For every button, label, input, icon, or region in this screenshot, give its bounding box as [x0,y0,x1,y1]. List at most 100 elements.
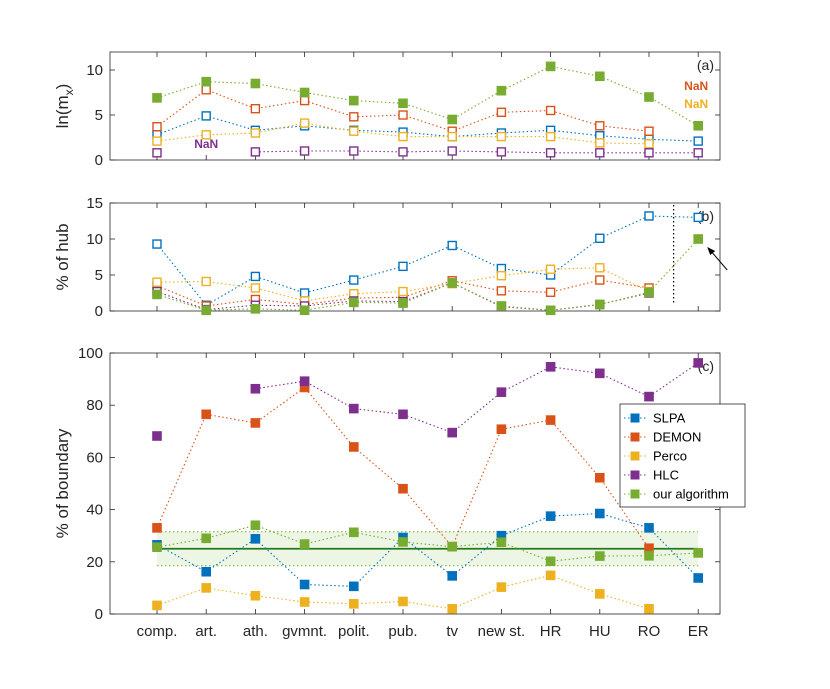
data-point [152,431,162,441]
y-axis-label: % of boundary [53,428,72,538]
data-point [250,78,261,89]
data-point [545,556,556,567]
data-point [644,523,654,533]
data-point [644,139,654,149]
data-point [496,424,507,435]
data-point [250,103,261,114]
data-point [348,581,359,592]
data-point [152,277,162,287]
data-point [693,548,704,558]
x-tick-label: RO [638,623,661,640]
x-tick-label: pub. [388,623,417,640]
data-point [250,147,261,157]
data-point [545,305,556,316]
data-point [447,571,458,581]
y-tick-label: 5 [95,107,103,124]
y-tick-label: 0 [95,606,103,623]
data-point [152,523,162,533]
y-tick-label: 80 [86,397,103,414]
x-axis-labels: comp. art. ath. gvmnt. polit. pub. tv new st. HR… [137,623,709,640]
data-point [250,383,261,394]
legend-marker [630,432,640,442]
data-point [545,61,556,72]
arrow-head [707,247,716,255]
data-point [447,603,458,614]
y-tick-label: 0 [95,303,103,320]
data-point [349,275,359,285]
legend-entry: SLPA [653,411,686,426]
data-point [595,263,605,273]
data-point [201,130,211,140]
data-point [398,409,408,420]
panel-a: 0 5 10 ln(mx) (a) NaN NaN NaN [53,51,721,169]
data-point [398,298,408,308]
series-demon [152,85,654,136]
y-tick-label: 0 [95,152,103,169]
data-point [447,131,457,142]
legend-marker [630,470,640,480]
data-point [398,110,408,120]
data-point [398,596,408,607]
data-point [594,71,605,82]
nan-annotation: NaN [684,79,708,93]
data-point [201,276,211,287]
data-point [644,126,654,136]
x-tick-label: new st. [478,623,526,640]
series-perco [152,118,654,149]
data-point [201,85,211,95]
data-point [398,98,408,109]
legend-entry: our algorithm [653,487,729,502]
data-point [545,287,556,297]
data-point [398,131,408,142]
data-point [348,403,359,414]
series-our-algorithm [152,234,704,316]
data-point [299,539,310,549]
y-tick-label: 15 [86,195,103,212]
y-axis-label: % of hub [53,223,72,290]
data-point [250,520,261,531]
data-point [299,87,310,98]
data-point [496,582,507,592]
data-point [250,534,261,544]
data-point [201,409,211,420]
data-point [496,131,507,142]
data-point [447,427,458,438]
data-point [152,542,162,552]
data-point [398,286,408,297]
data-point [348,297,359,308]
legend: SLPA DEMON Perco HLC our algorithm [619,403,746,508]
data-point [299,146,310,156]
x-tick-label: HU [589,623,611,640]
series-perco [152,570,654,614]
data-point [250,418,261,428]
data-point [545,148,556,158]
data-point [447,114,458,125]
y-axis-label: ln(mx) [53,84,76,129]
series-line [156,512,699,587]
series-slpa [152,111,703,146]
y-tick-label: 10 [86,231,103,248]
data-point [299,579,310,590]
data-point [595,148,605,158]
data-point [595,121,605,131]
data-point [496,147,507,157]
data-point [595,233,605,243]
data-point [594,551,605,561]
data-point [349,112,359,122]
data-point [693,121,704,131]
data-point [496,286,507,296]
series-line [156,238,699,311]
data-point [250,283,261,293]
data-point [644,391,654,402]
data-point [299,597,310,607]
data-point [299,376,310,386]
data-point [594,589,605,599]
data-point [693,136,703,146]
data-point [398,483,408,494]
data-point [299,118,310,128]
data-point [693,234,704,244]
data-point [545,362,556,372]
data-point [348,442,359,452]
data-point [496,107,507,118]
